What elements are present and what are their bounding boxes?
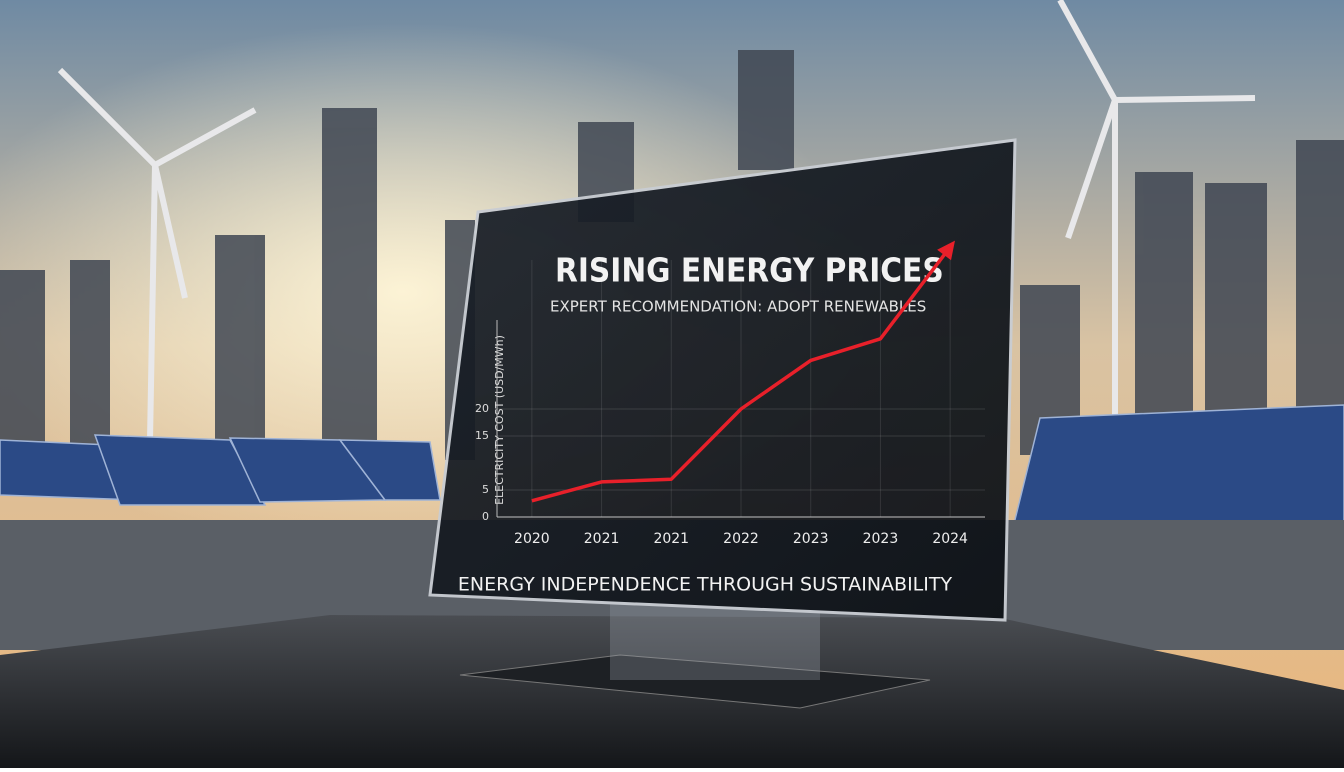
- y-tick-label: 15: [475, 429, 489, 442]
- y-tick-label: 5: [482, 483, 489, 496]
- x-tick-label: 2022: [723, 531, 759, 547]
- y-tick-label: 0: [482, 510, 489, 523]
- x-tick-label: 2023: [863, 531, 899, 547]
- x-tick-label: 2021: [653, 531, 689, 547]
- x-tick-label: 2021: [584, 531, 620, 547]
- monitor-base: [459, 654, 931, 709]
- x-tick-label: 2024: [932, 531, 968, 547]
- y-tick-label: 20: [475, 402, 489, 415]
- arrow-head: [937, 240, 955, 261]
- x-tick-label: 2020: [514, 531, 550, 547]
- x-tick-label: 2023: [793, 531, 829, 547]
- monitor-screen: [428, 138, 1017, 622]
- price-line: [531, 245, 952, 503]
- monitor-stand: [610, 600, 820, 680]
- y-axis-label: ELECTRICITY COST (USD/MWh): [493, 335, 506, 505]
- chart-subtitle: EXPERT RECOMMENDATION: ADOPT RENEWABLES: [550, 298, 926, 316]
- solar-panels: [0, 404, 1344, 549]
- footer-text: ENERGY INDEPENDENCE THROUGH SUSTAINABILI…: [458, 574, 953, 596]
- chart-title: RISING ENERGY PRICES: [555, 251, 944, 290]
- wind-turbines: [57, 0, 1256, 441]
- chart: RISING ENERGY PRICES EXPERT RECOMMENDATI…: [458, 240, 985, 596]
